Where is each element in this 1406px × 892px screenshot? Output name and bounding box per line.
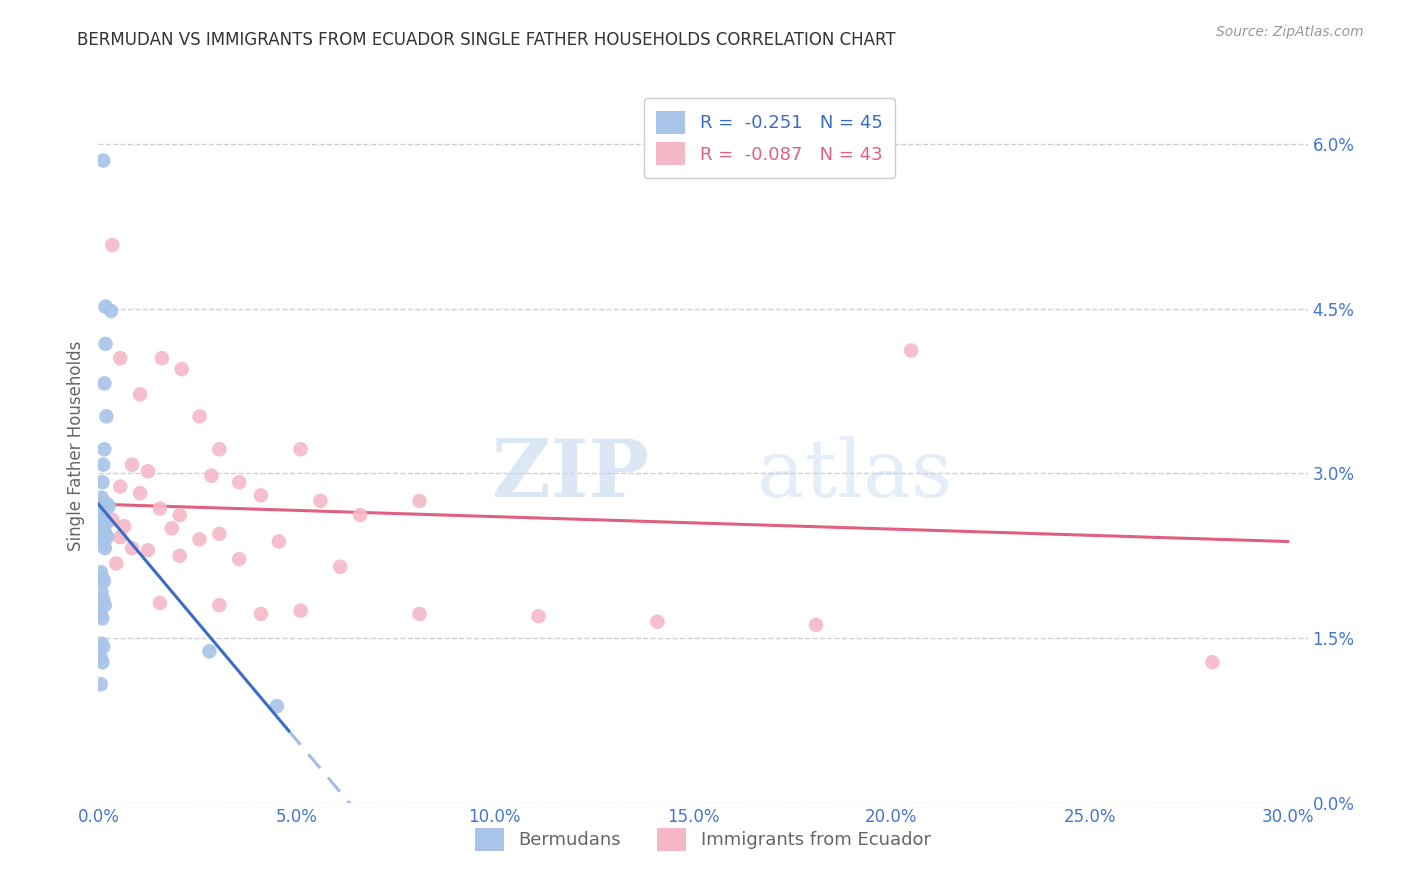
Point bbox=[208, 442, 231, 457]
Point bbox=[200, 468, 222, 483]
Point bbox=[96, 516, 118, 530]
Point bbox=[105, 557, 128, 571]
Point bbox=[91, 592, 114, 607]
Y-axis label: Single Father Households: Single Father Households bbox=[67, 341, 86, 551]
Point bbox=[198, 644, 221, 658]
Point bbox=[94, 598, 117, 612]
Point bbox=[91, 497, 114, 511]
Legend: Bermudans, Immigrants from Ecuador: Bermudans, Immigrants from Ecuador bbox=[468, 821, 938, 858]
Point bbox=[527, 609, 550, 624]
Point bbox=[91, 475, 114, 490]
Text: BERMUDAN VS IMMIGRANTS FROM ECUADOR SINGLE FATHER HOUSEHOLDS CORRELATION CHART: BERMUDAN VS IMMIGRANTS FROM ECUADOR SING… bbox=[77, 31, 896, 49]
Point bbox=[90, 651, 112, 665]
Point bbox=[290, 604, 312, 618]
Point bbox=[93, 524, 115, 538]
Point bbox=[93, 376, 115, 391]
Point bbox=[90, 677, 112, 691]
Point bbox=[149, 501, 172, 516]
Point bbox=[90, 505, 112, 519]
Point bbox=[136, 543, 159, 558]
Point bbox=[329, 559, 352, 574]
Point bbox=[91, 521, 114, 535]
Point bbox=[804, 618, 827, 632]
Point bbox=[94, 526, 117, 541]
Point bbox=[93, 574, 115, 588]
Point bbox=[149, 596, 172, 610]
Point bbox=[250, 488, 273, 502]
Point bbox=[129, 486, 152, 500]
Point bbox=[90, 637, 112, 651]
Point bbox=[169, 508, 191, 523]
Point bbox=[93, 442, 115, 457]
Point bbox=[96, 409, 118, 424]
Point bbox=[90, 519, 112, 533]
Point bbox=[97, 500, 120, 514]
Point bbox=[91, 538, 114, 552]
Point bbox=[150, 351, 173, 366]
Point bbox=[250, 607, 273, 621]
Point bbox=[96, 497, 118, 511]
Point bbox=[94, 512, 117, 526]
Point bbox=[100, 304, 122, 318]
Point bbox=[136, 464, 159, 478]
Point bbox=[900, 343, 922, 358]
Point bbox=[267, 534, 290, 549]
Point bbox=[96, 530, 118, 544]
Point bbox=[208, 598, 231, 612]
Text: ZIP: ZIP bbox=[492, 435, 648, 514]
Point bbox=[160, 521, 183, 535]
Point bbox=[94, 337, 117, 351]
Point bbox=[91, 510, 114, 524]
Point bbox=[290, 442, 312, 457]
Point bbox=[188, 533, 211, 547]
Point bbox=[170, 362, 193, 376]
Point bbox=[91, 640, 114, 654]
Point bbox=[110, 480, 132, 494]
Point bbox=[129, 387, 152, 401]
Point bbox=[228, 552, 250, 566]
Point bbox=[91, 655, 114, 669]
Point bbox=[121, 458, 143, 472]
Point bbox=[121, 541, 143, 555]
Point bbox=[93, 497, 115, 511]
Point bbox=[90, 508, 112, 523]
Text: atlas: atlas bbox=[758, 435, 952, 514]
Point bbox=[90, 496, 112, 510]
Point bbox=[94, 541, 117, 555]
Point bbox=[349, 508, 371, 523]
Text: Source: ZipAtlas.com: Source: ZipAtlas.com bbox=[1216, 25, 1364, 39]
Point bbox=[169, 549, 191, 563]
Point bbox=[110, 351, 132, 366]
Point bbox=[94, 497, 117, 511]
Point bbox=[91, 153, 114, 168]
Point bbox=[90, 585, 112, 599]
Point bbox=[90, 534, 112, 549]
Point bbox=[90, 607, 112, 621]
Point bbox=[91, 611, 114, 625]
Point bbox=[112, 519, 135, 533]
Point bbox=[101, 512, 124, 526]
Point bbox=[110, 530, 132, 544]
Point bbox=[266, 699, 288, 714]
Point bbox=[90, 491, 112, 505]
Point bbox=[91, 501, 114, 516]
Point bbox=[208, 526, 231, 541]
Point bbox=[228, 475, 250, 490]
Point bbox=[188, 409, 211, 424]
Point bbox=[90, 566, 112, 580]
Point bbox=[1201, 655, 1223, 669]
Point bbox=[91, 571, 114, 585]
Point bbox=[408, 607, 430, 621]
Point bbox=[101, 238, 124, 252]
Point bbox=[94, 300, 117, 314]
Point bbox=[309, 494, 332, 508]
Point bbox=[408, 494, 430, 508]
Point bbox=[91, 458, 114, 472]
Point bbox=[647, 615, 669, 629]
